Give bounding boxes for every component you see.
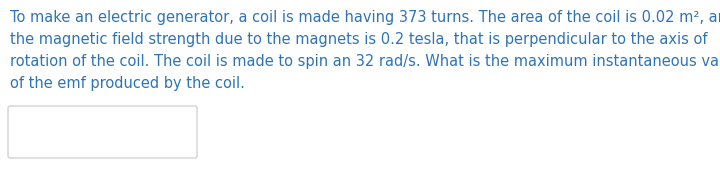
Text: To make an electric generator, a coil is made having 373 turns. The area of the : To make an electric generator, a coil is… bbox=[10, 10, 720, 25]
FancyBboxPatch shape bbox=[8, 106, 197, 158]
Text: of the emf produced by the coil.: of the emf produced by the coil. bbox=[10, 76, 245, 91]
Text: rotation of the coil. The coil is made to spin an 32 rad/s. What is the maximum : rotation of the coil. The coil is made t… bbox=[10, 54, 720, 69]
Text: the magnetic field strength due to the magnets is 0.2 tesla, that is perpendicul: the magnetic field strength due to the m… bbox=[10, 32, 708, 47]
